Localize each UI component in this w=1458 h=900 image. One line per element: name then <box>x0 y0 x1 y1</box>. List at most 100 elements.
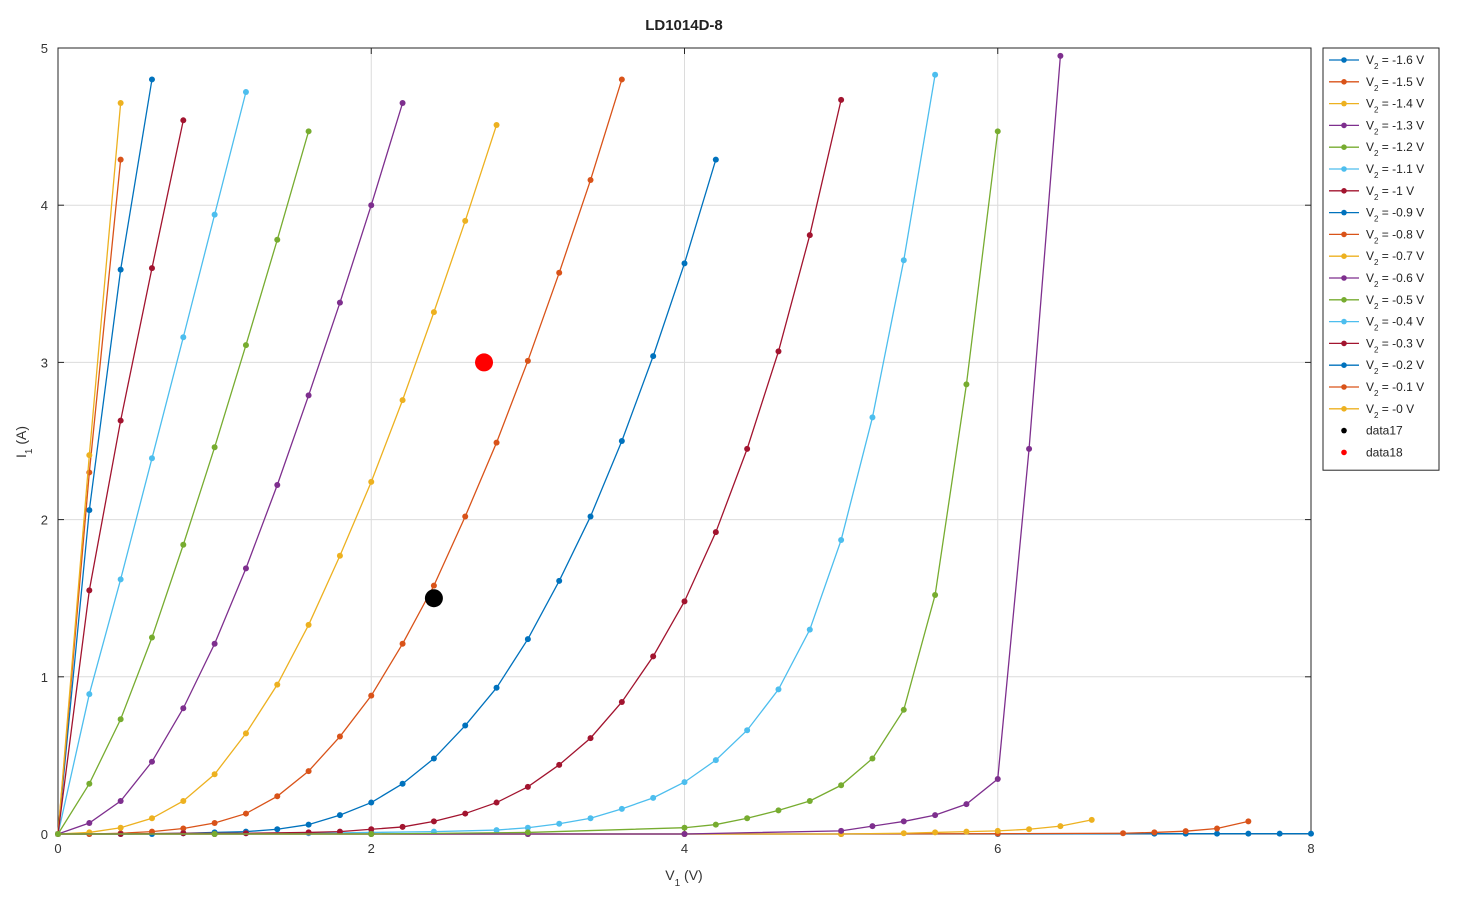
data-point <box>806 626 813 633</box>
data-point <box>932 829 939 836</box>
data-point <box>712 529 719 536</box>
data-point <box>618 438 625 444</box>
data-point <box>430 755 437 762</box>
data-point <box>618 76 625 83</box>
legend: V2 = -1.6 V V2 = -1.5 V V2 = -1.4 V V2 = -1… <box>1322 47 1440 471</box>
data-point <box>1057 52 1064 59</box>
data-point <box>493 122 500 129</box>
data-point <box>242 565 249 572</box>
data-point <box>242 830 249 837</box>
data-point <box>242 810 249 817</box>
legend-label: V2 = -1 V <box>1366 184 1414 202</box>
data-point <box>1245 830 1252 837</box>
data-point <box>681 824 688 831</box>
legend-label: V2 = -0.3 V <box>1366 336 1424 354</box>
data-point <box>900 830 907 837</box>
data-point <box>117 417 124 424</box>
legend-item: V2 = -0.7 V <box>1329 249 1424 267</box>
legend-label: data18 <box>1366 445 1403 459</box>
data-point <box>180 797 187 804</box>
legend-item: V2 = -0.2 V <box>1329 358 1424 376</box>
data-point <box>932 592 939 599</box>
legend-swatch-marker <box>1341 166 1347 172</box>
legend-swatch-marker <box>1341 340 1347 347</box>
data-point <box>744 727 751 734</box>
data-point <box>274 236 281 243</box>
data-point <box>963 828 970 835</box>
data-point <box>556 820 563 827</box>
series-data17 <box>424 589 443 608</box>
data-point <box>86 819 93 826</box>
series-6 <box>55 117 187 837</box>
x-tick-label: 4 <box>681 841 688 856</box>
data-point <box>932 812 939 819</box>
data-point <box>211 444 218 451</box>
legend-item: V2 = -0.6 V <box>1329 271 1424 289</box>
data-point <box>587 735 594 742</box>
data-point <box>1026 826 1033 833</box>
legend-label: V2 = -0.1 V <box>1366 380 1424 398</box>
data-point <box>1057 823 1064 830</box>
legend-item: V2 = -0.4 V <box>1329 315 1424 332</box>
data-point <box>368 799 375 806</box>
legend-item: data17 <box>1341 424 1403 438</box>
data-point <box>963 381 970 388</box>
series-data18 <box>475 353 494 372</box>
data-point <box>274 681 281 688</box>
data-point <box>305 768 312 775</box>
data-point <box>180 541 187 548</box>
data-point <box>305 821 312 828</box>
highlight-point <box>475 353 494 372</box>
data-point <box>1088 816 1095 823</box>
data-point <box>336 299 343 306</box>
legend-label: V2 = -1.1 V <box>1366 162 1424 180</box>
legend-item: V2 = -0 V <box>1329 402 1414 419</box>
data-point <box>838 96 845 103</box>
data-point <box>211 771 218 778</box>
data-point <box>368 826 375 833</box>
y-tick-label: 2 <box>41 513 48 528</box>
data-point <box>650 794 657 801</box>
series-9 <box>55 122 500 837</box>
legend-label: V2 = -0.8 V <box>1366 227 1424 245</box>
legend-swatch-marker <box>1341 275 1347 281</box>
data-point <box>117 156 124 163</box>
data-point <box>712 156 719 163</box>
data-point <box>869 414 876 421</box>
legend-label: V2 = -0.2 V <box>1366 358 1424 376</box>
data-point <box>148 265 155 272</box>
data-point <box>587 177 594 184</box>
legend-swatch-marker <box>1341 384 1347 390</box>
x-axis-label: V1 (V) <box>665 867 702 889</box>
data-point <box>180 830 187 837</box>
data-point <box>744 445 751 452</box>
data-point <box>399 100 406 107</box>
legend-swatch-marker <box>1341 297 1347 303</box>
data-point <box>462 722 469 729</box>
data-point <box>681 779 688 786</box>
data-point <box>524 357 531 364</box>
data-point <box>681 598 688 605</box>
data-point <box>775 807 782 814</box>
data-point <box>524 824 531 831</box>
data-point <box>117 824 124 831</box>
data-point <box>336 812 343 819</box>
legend-swatch-marker <box>1341 79 1347 85</box>
legend-item: V2 = -0.5 V <box>1329 293 1424 310</box>
data-point <box>1182 828 1189 835</box>
data-point <box>180 334 187 341</box>
legend-item: V2 = -0.3 V <box>1329 336 1424 354</box>
data-point <box>587 513 594 520</box>
data-point <box>806 797 813 804</box>
legend-swatch-marker <box>1341 449 1347 456</box>
y-tick-label: 5 <box>41 41 48 56</box>
data-point <box>86 691 93 698</box>
data-point <box>775 686 782 693</box>
data-point <box>556 577 563 584</box>
series-line <box>57 102 404 835</box>
legend-swatch-marker <box>1341 122 1347 129</box>
legend-label: V2 = -0.7 V <box>1366 249 1424 267</box>
data-point <box>368 478 375 485</box>
series-green-edge <box>55 128 1001 837</box>
